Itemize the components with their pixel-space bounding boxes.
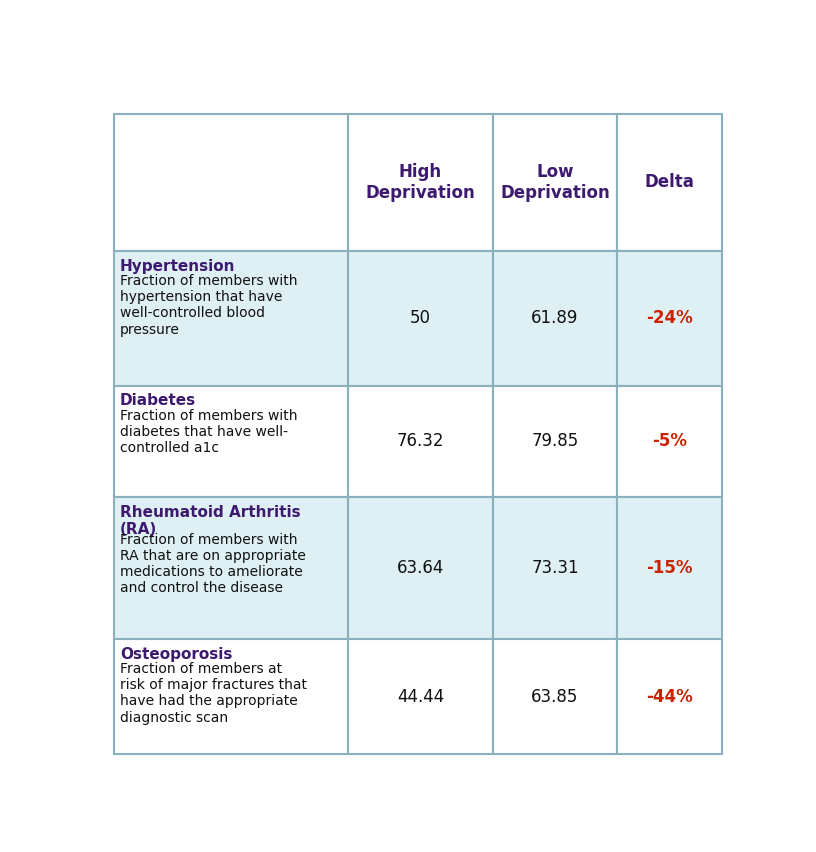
Text: -15%: -15% <box>646 559 693 577</box>
Bar <box>113 114 348 250</box>
Text: 79.85: 79.85 <box>531 433 579 451</box>
Bar <box>113 250 348 386</box>
Bar <box>618 386 722 498</box>
Text: 61.89: 61.89 <box>531 309 579 327</box>
Bar <box>618 250 722 386</box>
Text: 50: 50 <box>410 309 431 327</box>
Bar <box>348 114 493 250</box>
Text: Low
Deprivation: Low Deprivation <box>500 163 610 202</box>
Text: High
Deprivation: High Deprivation <box>366 163 476 202</box>
Bar <box>493 498 618 639</box>
Bar <box>348 250 493 386</box>
Bar <box>348 639 493 754</box>
Bar <box>618 639 722 754</box>
Text: Fraction of members at
risk of major fractures that
have had the appropriate
dia: Fraction of members at risk of major fra… <box>120 662 307 725</box>
Text: Delta: Delta <box>645 173 694 192</box>
Text: Diabetes: Diabetes <box>120 394 196 408</box>
Bar <box>348 498 493 639</box>
Bar <box>618 114 722 250</box>
Bar <box>113 498 348 639</box>
Text: 76.32: 76.32 <box>397 433 444 451</box>
Text: 44.44: 44.44 <box>397 688 444 705</box>
Bar <box>348 386 493 498</box>
Text: 63.85: 63.85 <box>531 688 579 705</box>
Text: Osteoporosis: Osteoporosis <box>120 647 233 662</box>
Text: -44%: -44% <box>646 688 693 705</box>
Text: 63.64: 63.64 <box>397 559 444 577</box>
Text: 73.31: 73.31 <box>531 559 579 577</box>
Text: Fraction of members with
hypertension that have
well-controlled blood
pressure: Fraction of members with hypertension th… <box>120 274 297 337</box>
Bar <box>618 498 722 639</box>
Text: Hypertension: Hypertension <box>120 258 235 273</box>
Text: Rheumatoid Arthritis
(RA): Rheumatoid Arthritis (RA) <box>120 505 300 538</box>
Bar <box>113 386 348 498</box>
Text: Fraction of members with
RA that are on appropriate
medications to ameliorate
an: Fraction of members with RA that are on … <box>120 532 306 596</box>
Text: -5%: -5% <box>652 433 687 451</box>
Bar <box>493 386 618 498</box>
Bar <box>493 639 618 754</box>
Bar <box>113 639 348 754</box>
Text: -24%: -24% <box>646 309 693 327</box>
Bar <box>493 114 618 250</box>
Bar <box>493 250 618 386</box>
Text: Fraction of members with
diabetes that have well-
controlled a1c: Fraction of members with diabetes that h… <box>120 409 297 455</box>
